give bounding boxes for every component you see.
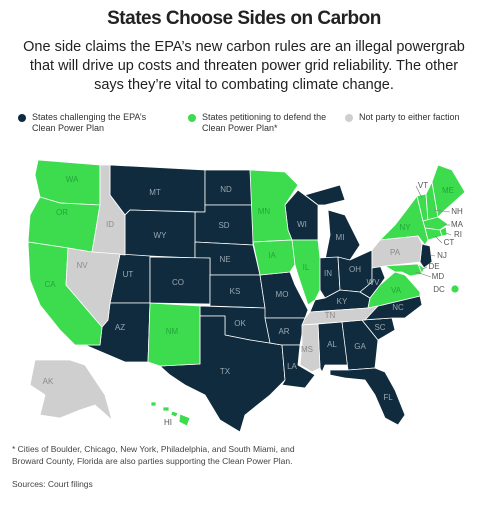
legend-label: States petitioning to defend the Clean P… [202,112,327,133]
legend-item: States challenging the EPA’s Clean Power… [18,112,172,134]
state-label: DC [433,285,445,294]
state-shape [329,367,406,426]
state-label: NV [76,261,88,270]
leader-line [433,209,451,213]
state-shape [150,401,191,427]
state-shape [281,344,316,389]
leader-line [445,232,452,236]
state-label: HI [164,418,172,427]
state-label: AR [278,327,289,336]
state-shape [371,235,423,269]
state-label: CA [44,280,56,289]
leader-line [429,254,436,257]
state-label: ID [106,220,114,229]
state-shape [291,239,321,306]
state-label: MS [301,345,313,354]
state-label: UT [123,270,134,279]
state-label: MN [258,207,271,216]
leader-line [415,185,423,199]
state-label: WY [154,231,168,240]
state-label: TN [325,311,336,320]
leader-line [434,235,443,244]
state-label: MO [276,290,289,299]
state-label: CO [172,278,184,287]
map: MT ND SD WY NE UT CO KS AZ OK TX MO AR LA WI MI IN OH KY WV… [27,159,466,433]
state-label: NY [399,223,411,232]
state-label: RI [454,230,462,239]
state-label: IL [303,263,310,272]
state-label: DE [428,262,439,271]
source: Sources: Court filings [12,479,93,489]
state-shape [252,239,299,276]
leader-line [422,266,428,270]
state-label: NH [451,207,463,216]
state-label: LA [287,362,297,371]
state-label: KS [230,287,241,296]
state-label: MD [432,272,445,281]
state-label: FL [383,393,393,402]
state-shape [299,323,321,373]
state-label: IN [324,269,332,278]
state-label: SC [374,323,385,332]
state-shape [422,216,449,231]
state-label: WV [367,278,381,287]
state-label: KY [337,297,348,306]
state-label: VA [391,286,402,295]
state-label: WI [297,220,307,229]
state-shape [91,164,126,256]
state-label: WA [66,175,79,184]
state-label: OH [349,265,361,274]
state-shape [65,247,121,328]
legend-item: States petitioning to defend the Clean P… [188,112,342,134]
state-label: NJ [437,251,447,260]
state-label: CT [444,238,455,247]
footnote: * Cities of Boulder, Chicago, New York, … [12,444,295,466]
state-label: IA [268,251,276,260]
legend-swatch [18,114,26,122]
state-shape [124,209,196,259]
state-label: ME [442,186,454,195]
state-label: PA [390,248,401,257]
legend-label: States challenging the EPA’s Clean Power… [32,112,147,133]
state-shape [29,359,113,421]
state-label: VT [418,181,428,190]
state-shape [159,315,286,433]
state-label: MA [451,220,464,229]
state-label: AK [43,377,54,386]
subtitle: One side claims the EPA’s new carbon rul… [23,39,465,93]
state-shape [259,271,309,319]
state-label: OK [234,319,246,328]
state-shape [424,227,443,241]
legend-swatch [345,114,353,122]
state-label: GA [354,342,366,351]
legend-label: Not party to either faction [359,112,460,122]
state-shape [450,284,460,294]
state-label: NC [392,303,404,312]
state-label: AZ [115,323,125,332]
legend-swatch [188,114,196,122]
state-label: TX [220,367,231,376]
state-label: ND [220,185,232,194]
state-label: MT [149,188,161,197]
leader-line [415,271,432,278]
state-label: SD [218,221,229,230]
state-label: NM [166,327,179,336]
state-label: AL [327,340,337,349]
legend-item: Not party to either faction [345,112,488,123]
state-label: NE [219,255,230,264]
state-shape [147,302,201,367]
state-label: OR [56,208,68,217]
state-label: MI [336,233,345,242]
title: States Choose Sides on Carbon [107,8,381,29]
